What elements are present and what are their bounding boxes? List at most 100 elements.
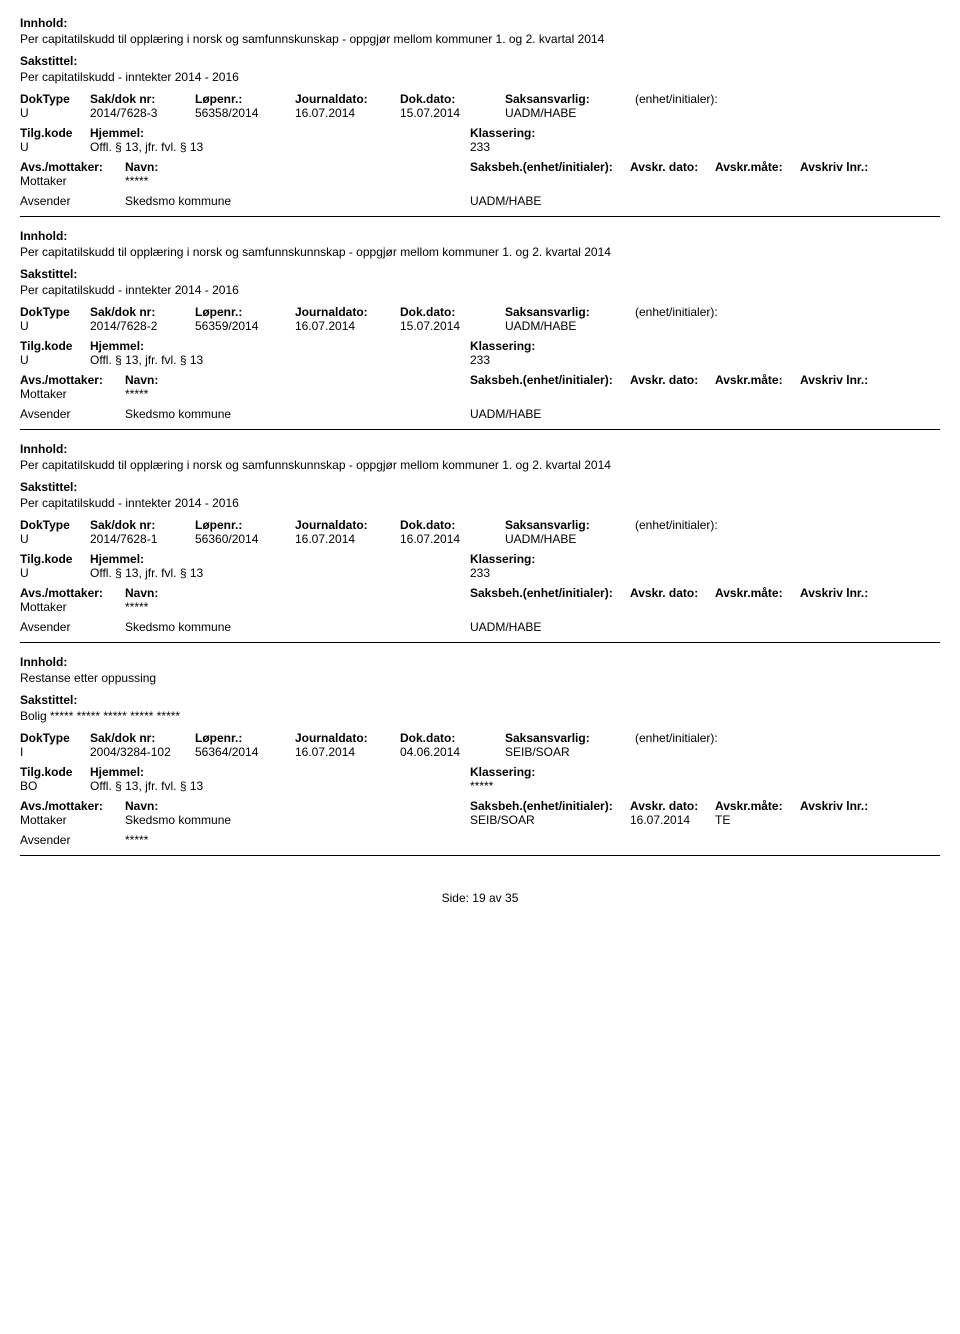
party-avskrivlnr — [800, 813, 885, 827]
lopenr-header: Løpenr.: — [195, 518, 295, 532]
saknr-header: Sak/dok nr: — [90, 731, 195, 745]
party-avskrmate — [715, 833, 800, 847]
saksbeh-header: Saksbeh.(enhet/initialer): — [470, 373, 630, 387]
hjemmel-header: Hjemmel: — [90, 765, 470, 779]
sakstittel-label: Sakstittel: — [20, 267, 940, 281]
tilg-headers-row: Tilg.kodeHjemmel:Klassering: — [20, 765, 940, 779]
doc-data-row: U2014/7628-256359/201416.07.201415.07.20… — [20, 319, 940, 333]
tilg-data-row: UOffl. § 13, jfr. fvl. § 13233 — [20, 566, 940, 580]
hjemmel-value: Offl. § 13, jfr. fvl. § 13 — [90, 353, 470, 367]
enhet-value — [635, 106, 785, 120]
doktype-value: U — [20, 319, 90, 333]
party-avskrivlnr — [800, 407, 885, 421]
saknr-value: 2004/3284-102 — [90, 745, 195, 759]
journaldato-value: 16.07.2014 — [295, 745, 400, 759]
tilg-data-row: BOOffl. § 13, jfr. fvl. § 13***** — [20, 779, 940, 793]
dokdato-header: Dok.dato: — [400, 305, 505, 319]
dokdato-value: 16.07.2014 — [400, 532, 505, 546]
doc-headers-row: DokTypeSak/dok nr:Løpenr.:Journaldato:Do… — [20, 731, 940, 745]
doktype-value: U — [20, 532, 90, 546]
tilgkode-value: U — [20, 566, 90, 580]
party-navn: Skedsmo kommune — [125, 407, 470, 421]
dokdato-header: Dok.dato: — [400, 518, 505, 532]
record-divider — [20, 642, 940, 643]
innhold-text: Per capitatilskudd til opplæring i norsk… — [20, 32, 940, 46]
party-role: Avsender — [20, 620, 125, 634]
avskrmate-header: Avskr.måte: — [715, 799, 800, 813]
avskrdato-header: Avskr. dato: — [630, 799, 715, 813]
dokdato-value: 15.07.2014 — [400, 319, 505, 333]
hjemmel-header: Hjemmel: — [90, 126, 470, 140]
party-avskrivlnr — [800, 194, 885, 208]
doc-headers-row: DokTypeSak/dok nr:Løpenr.:Journaldato:Do… — [20, 518, 940, 532]
party-row: Mottaker***** — [20, 600, 940, 614]
party-saksbeh: UADM/HABE — [470, 194, 630, 208]
saksbeh-header: Saksbeh.(enhet/initialer): — [470, 799, 630, 813]
saksbeh-header: Saksbeh.(enhet/initialer): — [470, 586, 630, 600]
party-headers-row: Avs./mottaker:Navn:Saksbeh.(enhet/initia… — [20, 373, 940, 387]
tilg-headers-row: Tilg.kodeHjemmel:Klassering: — [20, 126, 940, 140]
party-avskrdato — [630, 194, 715, 208]
innhold-label: Innhold: — [20, 229, 940, 243]
navn-header: Navn: — [125, 160, 470, 174]
party-role: Mottaker — [20, 387, 125, 401]
klassering-header: Klassering: — [470, 126, 670, 140]
lopenr-value: 56358/2014 — [195, 106, 295, 120]
doktype-header: DokType — [20, 731, 90, 745]
tilg-headers-row: Tilg.kodeHjemmel:Klassering: — [20, 552, 940, 566]
saksansvarlig-value: UADM/HABE — [505, 532, 635, 546]
klassering-value: 233 — [470, 566, 670, 580]
party-avskrmate — [715, 620, 800, 634]
journaldato-header: Journaldato: — [295, 305, 400, 319]
footer-sep: av — [489, 891, 502, 905]
sakstittel-label: Sakstittel: — [20, 693, 940, 707]
klassering-header: Klassering: — [470, 552, 670, 566]
saknr-header: Sak/dok nr: — [90, 92, 195, 106]
doc-data-row: U2014/7628-156360/201416.07.201416.07.20… — [20, 532, 940, 546]
tilgkode-header: Tilg.kode — [20, 126, 90, 140]
journal-record: Innhold:Per capitatilskudd til opplæring… — [20, 442, 940, 634]
party-avskrmate: TE — [715, 813, 800, 827]
avskrmate-header: Avskr.måte: — [715, 586, 800, 600]
party-navn: ***** — [125, 174, 470, 188]
navn-header: Navn: — [125, 586, 470, 600]
doc-data-row: U2014/7628-356358/201416.07.201415.07.20… — [20, 106, 940, 120]
journal-record: Innhold:Per capitatilskudd til opplæring… — [20, 16, 940, 208]
tilg-data-row: UOffl. § 13, jfr. fvl. § 13233 — [20, 140, 940, 154]
journal-record: Innhold:Restanse etter oppussingSakstitt… — [20, 655, 940, 847]
saknr-header: Sak/dok nr: — [90, 518, 195, 532]
sakstittel-text: Bolig ***** ***** ***** ***** ***** — [20, 709, 940, 723]
saksbeh-header: Saksbeh.(enhet/initialer): — [470, 160, 630, 174]
party-row: Avsender***** — [20, 833, 940, 847]
avsmottaker-header: Avs./mottaker: — [20, 373, 125, 387]
saknr-value: 2014/7628-1 — [90, 532, 195, 546]
dokdato-header: Dok.dato: — [400, 92, 505, 106]
doc-data-row: I2004/3284-10256364/201416.07.201404.06.… — [20, 745, 940, 759]
enhet-value — [635, 532, 785, 546]
party-saksbeh: SEIB/SOAR — [470, 813, 630, 827]
party-row: MottakerSkedsmo kommuneSEIB/SOAR16.07.20… — [20, 813, 940, 827]
avskrivlnr-header: Avskriv lnr.: — [800, 373, 885, 387]
saksansvarlig-header: Saksansvarlig: — [505, 305, 635, 319]
party-headers-row: Avs./mottaker:Navn:Saksbeh.(enhet/initia… — [20, 160, 940, 174]
doc-headers-row: DokTypeSak/dok nr:Løpenr.:Journaldato:Do… — [20, 305, 940, 319]
enhet-header: (enhet/initialer): — [635, 305, 785, 319]
saksansvarlig-value: SEIB/SOAR — [505, 745, 635, 759]
party-navn: Skedsmo kommune — [125, 620, 470, 634]
record-divider — [20, 216, 940, 217]
lopenr-header: Løpenr.: — [195, 731, 295, 745]
doktype-header: DokType — [20, 518, 90, 532]
dokdato-value: 04.06.2014 — [400, 745, 505, 759]
party-saksbeh — [470, 174, 630, 188]
lopenr-value: 56360/2014 — [195, 532, 295, 546]
tilgkode-value: BO — [20, 779, 90, 793]
party-role: Mottaker — [20, 813, 125, 827]
navn-header: Navn: — [125, 799, 470, 813]
lopenr-header: Løpenr.: — [195, 92, 295, 106]
tilgkode-value: U — [20, 353, 90, 367]
party-avskrdato — [630, 174, 715, 188]
navn-header: Navn: — [125, 373, 470, 387]
tilg-headers-row: Tilg.kodeHjemmel:Klassering: — [20, 339, 940, 353]
hjemmel-value: Offl. § 13, jfr. fvl. § 13 — [90, 779, 470, 793]
doktype-value: U — [20, 106, 90, 120]
